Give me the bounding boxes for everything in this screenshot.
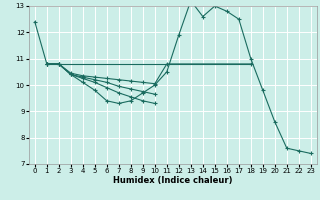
- X-axis label: Humidex (Indice chaleur): Humidex (Indice chaleur): [113, 176, 233, 185]
